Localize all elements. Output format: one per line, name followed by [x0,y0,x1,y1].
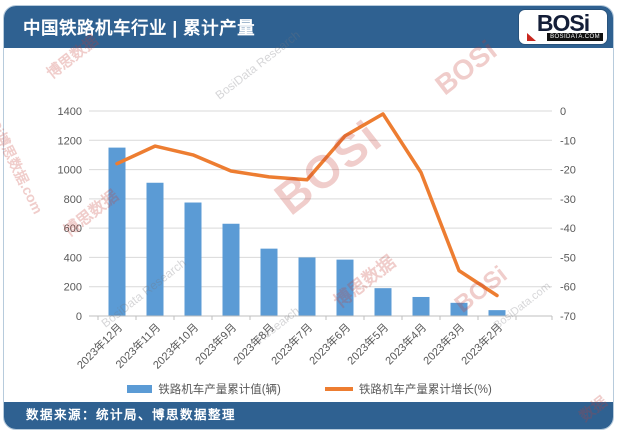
legend-label-line: 铁路机车产量累计增长(%) [358,384,492,396]
svg-text:600: 600 [64,223,82,235]
svg-text:1000: 1000 [58,165,82,177]
svg-text:-50: -50 [560,252,576,264]
logo-domain: BOSIDATA.COM [547,33,603,41]
svg-text:-30: -30 [560,194,576,206]
svg-text:-10: -10 [560,135,576,147]
bar [374,288,392,316]
page-title: 中国铁路机车行业 | 累计产量 [23,17,256,38]
chart-card: 中国铁路机车行业 | 累计产量 BOSi BOSIDATA.COM 0 200 40… [3,5,614,430]
svg-text:0: 0 [76,311,82,323]
svg-text:200: 200 [64,282,82,294]
data-source-text: 数据来源：统计局、博思数据整理 [26,408,237,422]
legend-item-bar-series: 铁路机车产量累计值(辆) [127,381,281,397]
left-axis-labels: 0 200 400 600 800 1000 1200 1400 [58,106,82,323]
bar [298,257,316,316]
svg-text:800: 800 [64,194,82,206]
legend-swatch-bar [127,385,153,393]
gridlines [89,110,552,288]
bar-series [108,147,506,316]
svg-text:400: 400 [64,252,82,264]
logo-wordmark: BOSi [536,10,590,36]
svg-text:1200: 1200 [58,135,82,147]
svg-text:-20: -20 [560,165,576,177]
bar [260,248,278,316]
bar [146,182,164,316]
footer-bar: 数据来源：统计局、博思数据整理 [4,402,613,429]
bar [450,302,468,316]
bar [184,202,202,316]
bosi-logo: BOSi BOSIDATA.COM [519,10,607,44]
logo-triangle-icon [527,33,536,41]
legend-label-bar: 铁路机车产量累计值(辆) [158,384,281,396]
legend-item-line-series: 铁路机车产量累计增长(%) [324,381,492,397]
legend-swatch-line [324,387,353,391]
line-series [115,112,499,298]
svg-text:-40: -40 [560,223,576,235]
title-bar: 中国铁路机车行业 | 累计产量 BOSi BOSIDATA.COM [4,6,613,48]
x-axis [89,315,553,320]
svg-text:-70: -70 [560,311,576,323]
right-axis-labels: 0 -10 -20 -30 -40 -50 -60 -70 [560,106,576,323]
svg-text:-60: -60 [560,282,576,294]
svg-text:1400: 1400 [58,106,82,118]
x-axis-labels: 2023年12月2023年11月2023年10月2023年9月2023年8月20… [74,320,505,371]
bar [222,223,240,316]
bar [412,296,430,316]
chart-legend: 铁路机车产量累计值(辆) 铁路机车产量累计增长(%) [4,381,613,397]
svg-text:2023年2月: 2023年2月 [458,320,505,367]
chart-area: 0 200 400 600 800 1000 1200 1400 0 -10 -20 -30 -40 -5… [4,48,613,396]
chart-canvas: 0 200 400 600 800 1000 1200 1400 0 -10 -20 -30 -40 -5… [58,106,576,372]
svg-text:0: 0 [560,106,566,118]
bar [336,259,354,316]
bar [488,310,506,316]
bar [108,147,126,316]
